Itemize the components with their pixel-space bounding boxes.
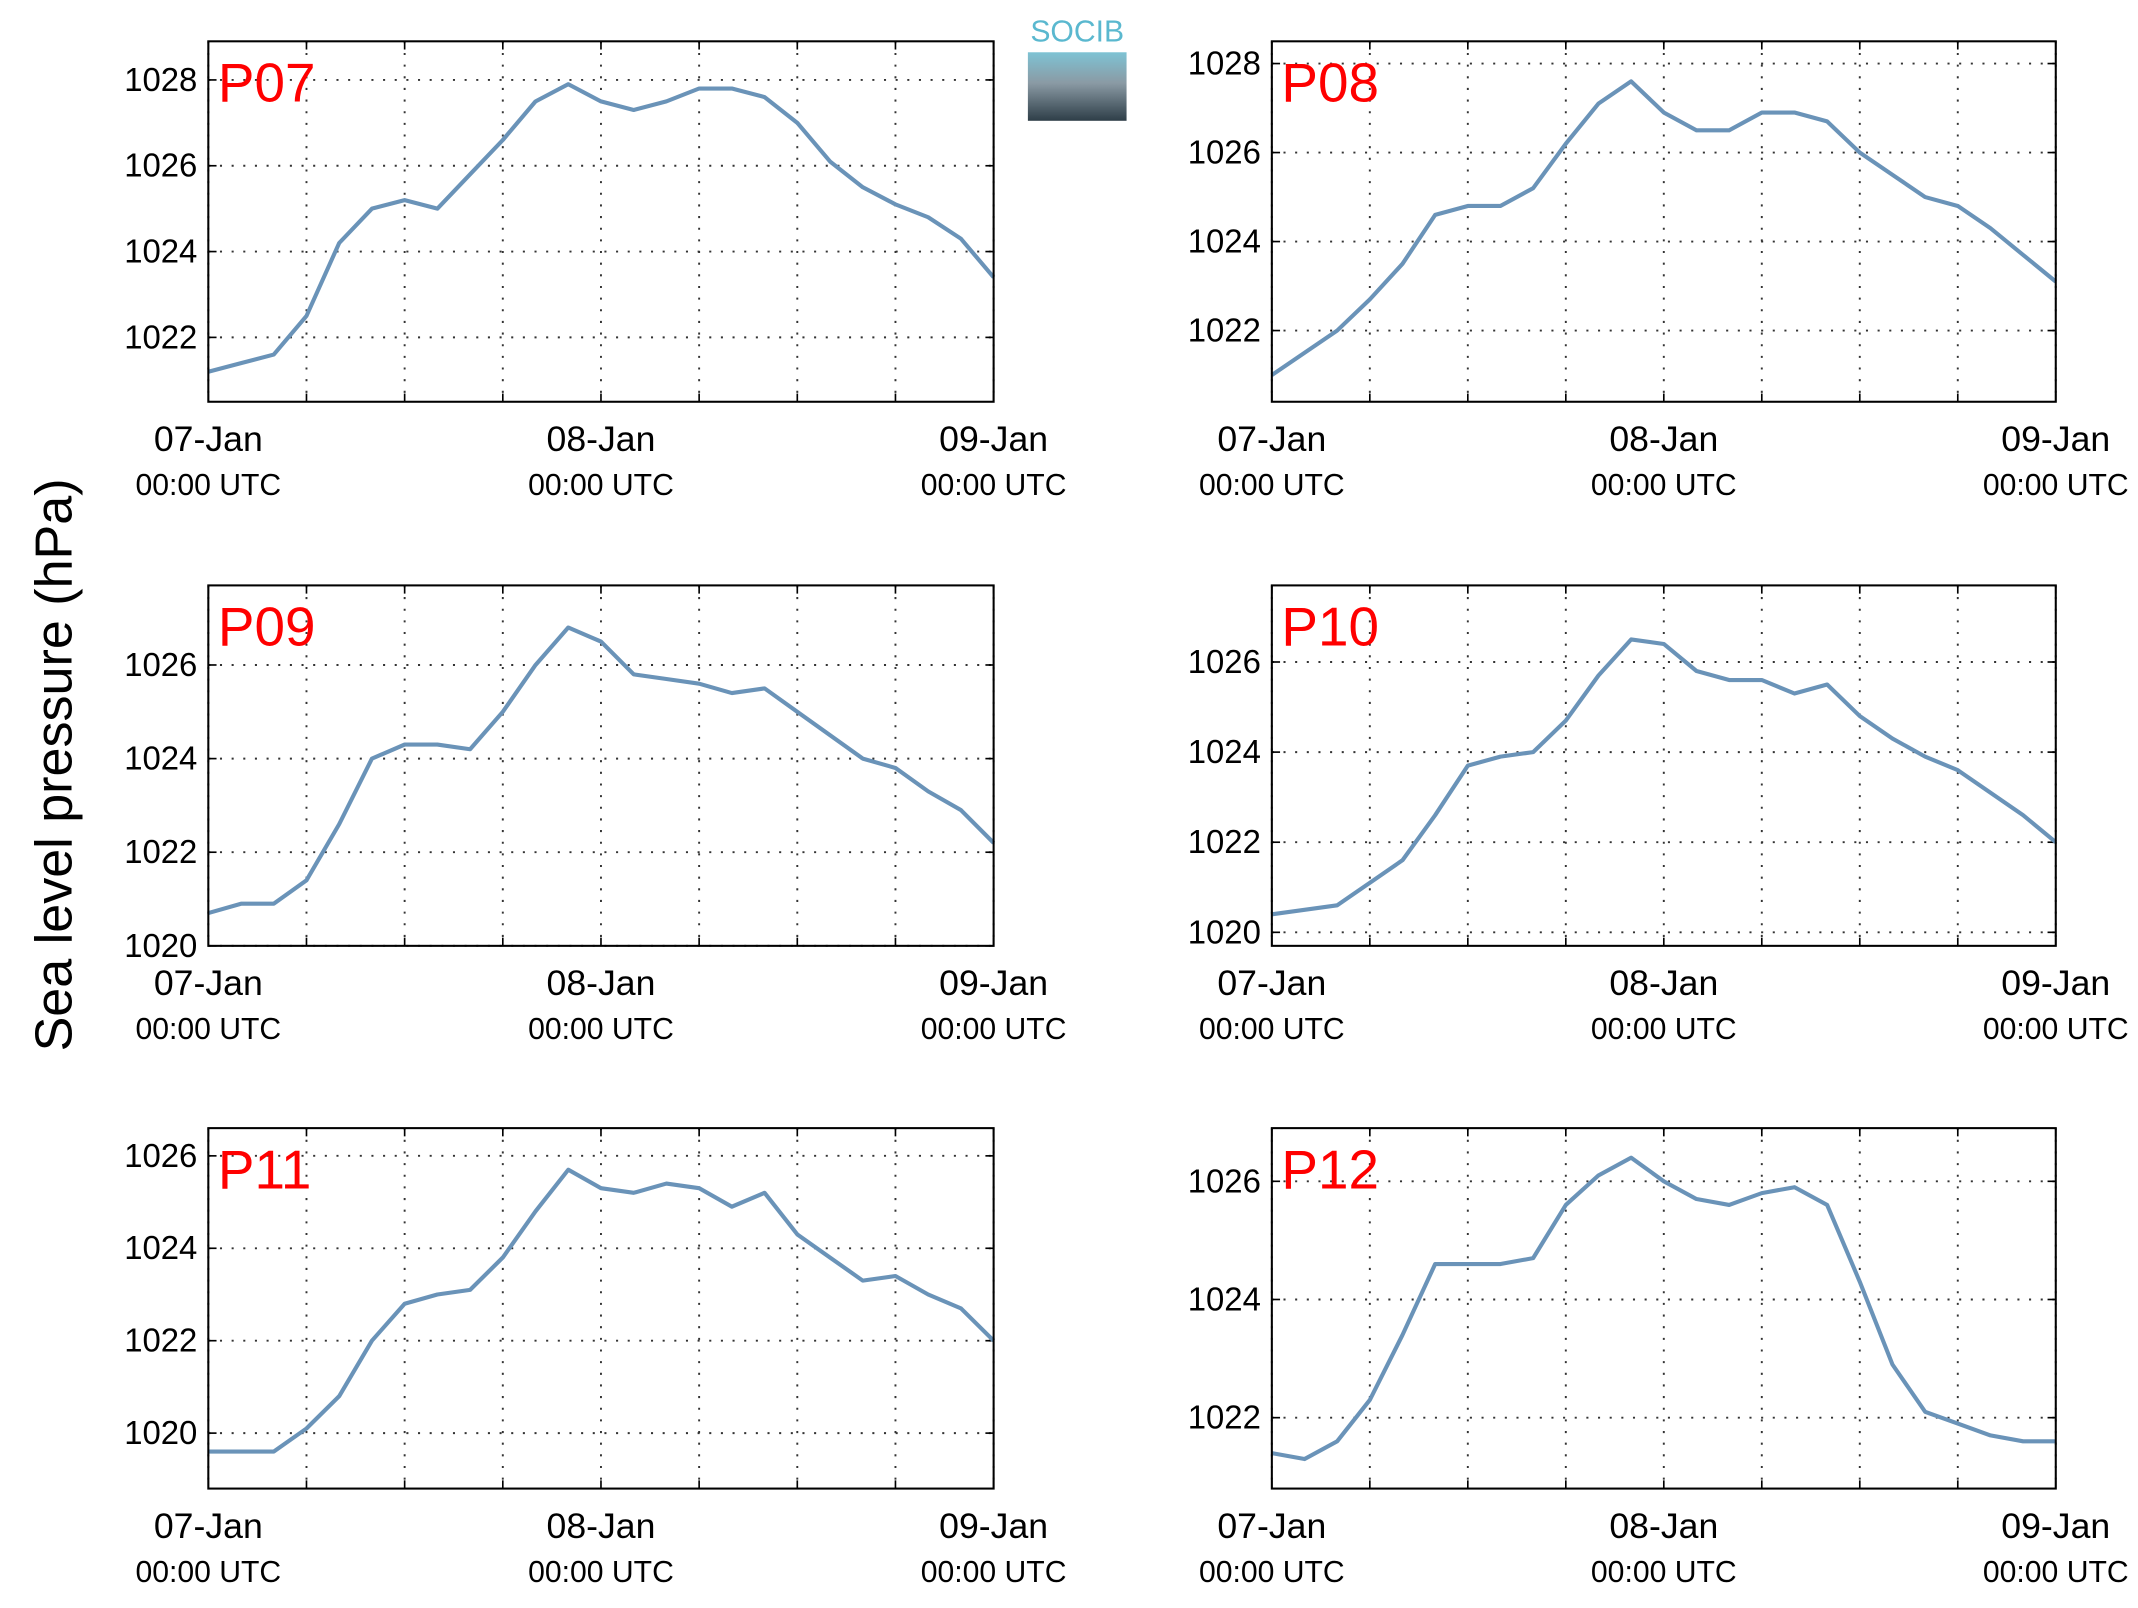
logo-box — [1027, 52, 1127, 121]
y-axis-label: Sea level pressure (hPa) — [25, 478, 83, 1051]
y-tick-label: 1022 — [124, 1322, 197, 1359]
plot-area — [1271, 585, 2056, 946]
y-tick-label: 1026 — [124, 646, 197, 683]
y-tick-label: 1024 — [124, 233, 197, 270]
x-tick-label: 08-Jan — [1609, 1506, 1718, 1546]
y-tick-label: 1024 — [124, 740, 197, 777]
x-tick-sublabel: 00:00 UTC — [1199, 469, 1345, 502]
panel-title: P10 — [1281, 596, 1379, 658]
plot-frame — [207, 1127, 995, 1490]
x-tick-sublabel: 00:00 UTC — [528, 1556, 674, 1589]
y-tick-label: 1024 — [1188, 733, 1261, 770]
y-tick-label: 1026 — [1188, 643, 1261, 680]
x-tick-label: 09-Jan — [939, 963, 1048, 1003]
x-tick-label: 07-Jan — [154, 1506, 263, 1546]
x-tick-label: 08-Jan — [547, 1506, 656, 1546]
series-line — [207, 82, 996, 374]
panel-title: P09 — [218, 596, 316, 658]
y-tick-label: 1020 — [124, 927, 197, 964]
x-tick-label: 07-Jan — [154, 419, 263, 459]
panel-title: P07 — [218, 52, 316, 114]
x-tick-sublabel: 00:00 UTC — [921, 1013, 1067, 1046]
y-tick-label: 1026 — [124, 147, 197, 184]
x-tick-sublabel: 00:00 UTC — [921, 469, 1067, 502]
y-tick-label: 1022 — [124, 833, 197, 870]
logo-text: SOCIB — [1030, 15, 1124, 48]
x-tick-label: 07-Jan — [154, 963, 263, 1003]
x-tick-sublabel: 00:00 UTC — [135, 469, 281, 502]
x-tick-sublabel: 00:00 UTC — [1983, 1013, 2129, 1046]
x-tick-sublabel: 00:00 UTC — [528, 469, 674, 502]
x-tick-sublabel: 00:00 UTC — [921, 1556, 1067, 1589]
x-tick-label: 09-Jan — [939, 419, 1048, 459]
y-tick-label: 1022 — [1188, 823, 1261, 860]
y-tick-label: 1028 — [124, 61, 197, 98]
panel-title: P11 — [218, 1138, 311, 1200]
y-tick-label: 1022 — [1188, 1399, 1261, 1436]
x-tick-sublabel: 00:00 UTC — [1591, 1013, 1737, 1046]
plot-frame — [207, 584, 995, 947]
x-tick-sublabel: 00:00 UTC — [1199, 1013, 1345, 1046]
series-line — [1271, 637, 2058, 917]
x-tick-label: 09-Jan — [939, 1506, 1048, 1546]
x-tick-label: 08-Jan — [547, 963, 656, 1003]
x-tick-sublabel: 00:00 UTC — [1591, 469, 1737, 502]
x-tick-label: 09-Jan — [2001, 419, 2110, 459]
x-tick-label: 07-Jan — [1217, 963, 1326, 1003]
x-tick-label: 08-Jan — [547, 419, 656, 459]
plot-frame — [1270, 40, 2057, 403]
y-tick-label: 1024 — [1188, 1280, 1261, 1317]
y-tick-label: 1022 — [1188, 312, 1261, 349]
y-tick-label: 1026 — [1188, 134, 1261, 171]
x-tick-label: 07-Jan — [1217, 1506, 1326, 1546]
x-tick-sublabel: 00:00 UTC — [135, 1013, 281, 1046]
x-tick-sublabel: 00:00 UTC — [135, 1556, 281, 1589]
panel-title: P12 — [1281, 1138, 1379, 1200]
plot-frame — [207, 40, 995, 403]
x-tick-label: 09-Jan — [2001, 963, 2110, 1003]
x-tick-label: 08-Jan — [1609, 419, 1718, 459]
y-tick-label: 1026 — [1188, 1162, 1261, 1199]
x-tick-sublabel: 00:00 UTC — [1591, 1556, 1737, 1589]
series-line — [1270, 79, 2058, 377]
y-tick-label: 1028 — [1188, 45, 1261, 82]
x-tick-label: 07-Jan — [1217, 419, 1326, 459]
series-line — [207, 625, 996, 916]
x-tick-label: 08-Jan — [1609, 963, 1718, 1003]
plot-frame — [1270, 1127, 2057, 1490]
x-tick-sublabel: 00:00 UTC — [1983, 469, 2129, 502]
plot-area — [208, 41, 994, 402]
series-line — [1271, 1155, 2056, 1462]
x-tick-label: 09-Jan — [2001, 1506, 2110, 1546]
y-tick-label: 1020 — [1188, 913, 1261, 950]
plot-area — [208, 1128, 994, 1489]
x-tick-sublabel: 00:00 UTC — [1983, 1556, 2129, 1589]
y-tick-label: 1026 — [124, 1137, 197, 1174]
panel-title: P08 — [1281, 52, 1379, 114]
y-tick-label: 1024 — [1188, 223, 1261, 260]
x-tick-sublabel: 00:00 UTC — [528, 1013, 674, 1046]
y-tick-label: 1020 — [124, 1414, 197, 1451]
plot-area — [1271, 41, 2056, 402]
series-line — [208, 1167, 996, 1454]
x-tick-sublabel: 00:00 UTC — [1199, 1556, 1345, 1589]
y-tick-label: 1022 — [124, 318, 197, 355]
y-tick-label: 1024 — [124, 1229, 197, 1266]
plot-frame — [1270, 584, 2057, 947]
